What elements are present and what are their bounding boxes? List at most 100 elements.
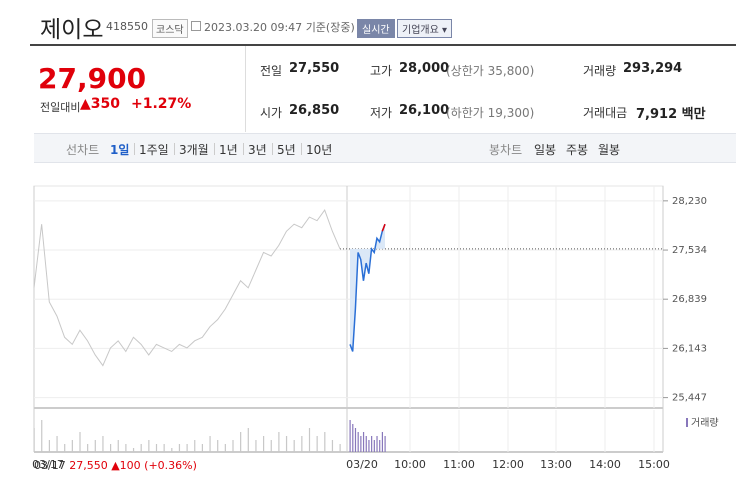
- line: [33, 208, 341, 367]
- volume-bar: [376, 436, 378, 452]
- volume-bar: [373, 440, 375, 452]
- volume-bar: [270, 440, 272, 452]
- volume-bar: [285, 436, 288, 452]
- volume-bar: [308, 428, 311, 452]
- last-tick: [381, 223, 386, 232]
- tab[interactable]: 주봉: [566, 143, 589, 157]
- company-label: 기업개요: [402, 25, 439, 36]
- y-tick-label: 26,143: [672, 343, 707, 354]
- tab[interactable]: 월봉: [598, 143, 621, 157]
- volume-bar: [316, 436, 318, 452]
- volume-bar: [384, 436, 386, 452]
- volume-bar: [232, 440, 234, 452]
- volume-bar: [362, 432, 365, 452]
- change-value: 350: [90, 96, 121, 112]
- y-tick-label: 27,534: [672, 245, 707, 256]
- volume-bar: [125, 444, 127, 452]
- x-tick-label: 14:00: [589, 458, 621, 471]
- volume-bar: [41, 420, 43, 452]
- volume-bar: [79, 432, 81, 452]
- tab[interactable]: 1일: [110, 143, 130, 157]
- plot-frame: [33, 185, 664, 409]
- limit: (하한가 19,300): [446, 106, 535, 120]
- tab[interactable]: 3년: [248, 143, 267, 157]
- tab-separator: [243, 143, 244, 155]
- volume-bar: [171, 448, 173, 452]
- x-tick-label: 03/20: [346, 458, 378, 471]
- volume-bar: [379, 440, 381, 452]
- info-label: 거래대금: [583, 106, 628, 120]
- market-badge: 코스닥: [152, 19, 188, 38]
- datetime: 2023.03.20 09:47 기준(장중): [204, 19, 355, 35]
- volume-bar: [240, 432, 242, 452]
- change: ▲350: [80, 96, 121, 112]
- date: 2023.03.20 09:47: [204, 21, 303, 34]
- volume-bar: [56, 436, 58, 452]
- volume-bar: [117, 440, 119, 452]
- footer-change: ▲100: [111, 459, 141, 472]
- y-tick-label: 25,447: [672, 393, 707, 404]
- tab-heading: 봉차트: [489, 143, 523, 157]
- info-value: 27,550: [289, 61, 340, 76]
- legend-swatch: [686, 418, 688, 427]
- volume-bar: [94, 440, 96, 452]
- tab[interactable]: 5년: [277, 143, 296, 157]
- volume-bar: [349, 420, 351, 452]
- basis: 기준(장중): [305, 21, 355, 34]
- y-tick-label: 28,230: [672, 196, 707, 207]
- tab-heading: 선차트: [66, 143, 100, 157]
- volume-bar: [371, 436, 373, 452]
- x-tick-label: 12:00: [492, 458, 524, 471]
- divider: [245, 46, 246, 132]
- y-tick-label: 26,839: [672, 294, 707, 305]
- volume-bar: [255, 440, 257, 452]
- volume-bar: [48, 440, 50, 452]
- x-tick-label: 11:00: [443, 458, 475, 471]
- realtime-button[interactable]: 실시간: [357, 19, 395, 38]
- info-label: 거래량: [583, 64, 617, 78]
- footer-pct: (+0.36%): [144, 459, 197, 472]
- volume-bar: [368, 440, 370, 452]
- price: 27,900: [38, 62, 147, 95]
- company-button[interactable]: 기업개요 ▾: [397, 19, 453, 38]
- info-value: 293,294: [623, 61, 683, 76]
- volume-bar: [357, 432, 359, 452]
- volume-bar: [194, 440, 196, 452]
- info-value: 26,850: [289, 103, 340, 118]
- volume-bar: [224, 444, 226, 452]
- stock-name: 제이오: [40, 17, 104, 43]
- tab[interactable]: 일봉: [534, 143, 557, 157]
- volume-bar: [278, 432, 280, 452]
- tab[interactable]: 3개월: [179, 143, 209, 157]
- volume-bar: [339, 444, 341, 452]
- change-label: 전일대비: [40, 101, 81, 114]
- volume-bar: [71, 440, 73, 452]
- volume-bar: [324, 432, 326, 452]
- tab[interactable]: 1주일: [139, 143, 169, 157]
- tab[interactable]: 1년: [219, 143, 238, 157]
- volume-bar: [217, 440, 219, 452]
- volume-bar: [148, 440, 150, 452]
- volume-bar: [247, 428, 249, 452]
- calendar-icon: [191, 21, 201, 31]
- amount: 7,912: [636, 107, 678, 122]
- tab[interactable]: 10년: [306, 143, 333, 157]
- info-label: 고가: [370, 64, 393, 78]
- info-label: 전일: [260, 64, 283, 78]
- volume-bar: [178, 444, 181, 452]
- volume-bar: [110, 444, 112, 452]
- amount-unit: 백만: [681, 107, 706, 122]
- tab-separator: [174, 143, 175, 155]
- line: [349, 223, 386, 352]
- volume-bar: [360, 436, 362, 452]
- x-tick-label: 13:00: [540, 458, 572, 471]
- footer: 03/17 27,550 ▲100 (+0.36%): [34, 459, 197, 472]
- tab-separator: [214, 143, 215, 155]
- volume-bar: [33, 428, 35, 452]
- volume-bar: [365, 436, 367, 452]
- volume-bar: [186, 444, 188, 452]
- info-label: 시가: [260, 106, 283, 120]
- footer-close: 27,550: [69, 459, 108, 472]
